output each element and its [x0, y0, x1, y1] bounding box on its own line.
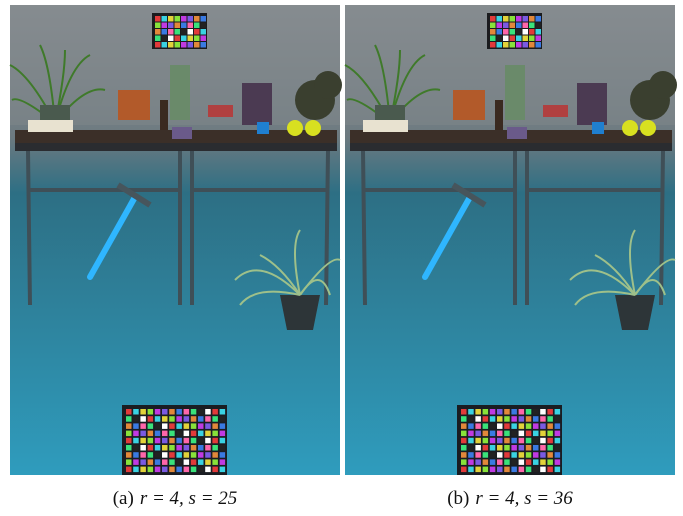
- image-b: [345, 5, 677, 475]
- panel-caption: r = 4, s = 25: [140, 488, 237, 509]
- panel-label: (a): [113, 488, 134, 509]
- caption-b: (b) r = 4, s = 36: [447, 488, 573, 509]
- figure: (a) r = 4, s = 25 (b) r = 4, s = 36: [0, 0, 683, 516]
- panel-label: (b): [447, 488, 469, 509]
- image-a: [10, 5, 342, 475]
- panel-caption: r = 4, s = 36: [475, 488, 573, 509]
- caption-a: (a) r = 4, s = 25: [113, 488, 238, 509]
- page: (a)r = 4, s = 25 (b)r = 4, s = 36 (() =>…: [0, 0, 683, 516]
